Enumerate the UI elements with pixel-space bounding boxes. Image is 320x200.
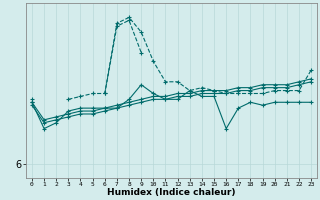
X-axis label: Humidex (Indice chaleur): Humidex (Indice chaleur) — [107, 188, 236, 197]
